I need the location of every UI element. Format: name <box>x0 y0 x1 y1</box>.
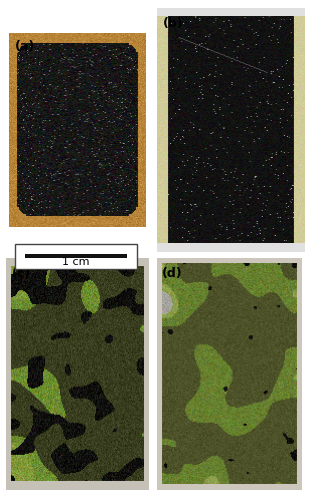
Bar <box>25 254 127 258</box>
Text: 1 cm: 1 cm <box>62 257 90 267</box>
Text: (d): (d) <box>162 267 183 280</box>
Text: (b): (b) <box>162 18 183 30</box>
Text: (a): (a) <box>15 40 35 54</box>
Text: (c): (c) <box>12 267 31 280</box>
FancyBboxPatch shape <box>15 244 137 268</box>
